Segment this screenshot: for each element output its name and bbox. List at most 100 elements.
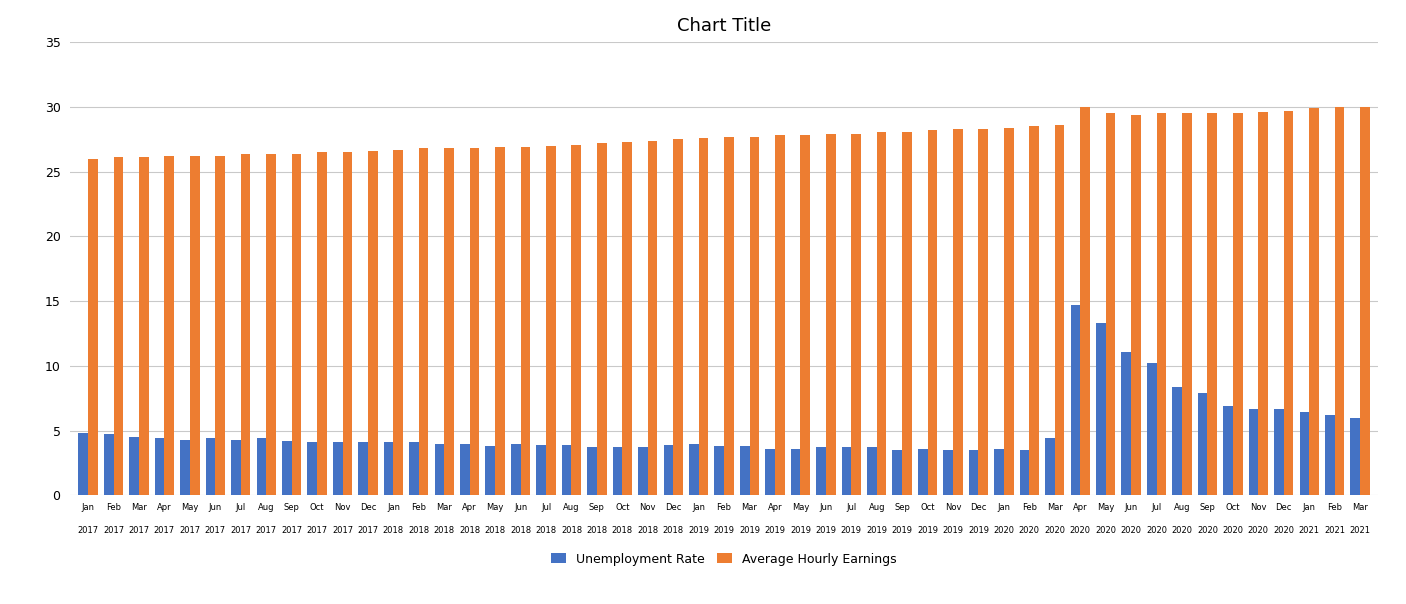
Text: 2018: 2018 [382, 526, 404, 535]
Bar [129, 437, 139, 495]
Text: 2017: 2017 [256, 526, 277, 535]
Text: 2020: 2020 [1070, 526, 1091, 535]
Bar [1122, 352, 1130, 495]
Text: 2019: 2019 [765, 526, 786, 535]
Bar [1097, 323, 1105, 495]
Bar [953, 129, 963, 495]
Bar [104, 434, 114, 495]
Bar [1360, 107, 1369, 495]
Text: 2018: 2018 [460, 526, 481, 535]
Bar [623, 142, 633, 495]
Bar [775, 135, 785, 495]
Bar [1130, 115, 1140, 495]
Text: 2018: 2018 [510, 526, 531, 535]
Bar [868, 448, 877, 495]
Bar [1173, 387, 1182, 495]
Bar [1054, 125, 1064, 495]
Bar [969, 450, 979, 495]
Text: 2019: 2019 [917, 526, 938, 535]
Bar [419, 149, 429, 495]
Text: 2018: 2018 [637, 526, 658, 535]
Bar [1324, 415, 1334, 495]
Bar [699, 138, 709, 495]
Bar [664, 445, 673, 495]
Text: 2018: 2018 [612, 526, 633, 535]
Bar [979, 129, 988, 495]
Bar [215, 156, 225, 495]
Text: 2019: 2019 [790, 526, 811, 535]
Text: 2017: 2017 [281, 526, 302, 535]
Bar [308, 442, 318, 495]
Text: 2021: 2021 [1299, 526, 1320, 535]
Bar [1198, 393, 1208, 495]
Text: 2020: 2020 [1222, 526, 1243, 535]
Bar [155, 439, 165, 495]
Bar [1223, 406, 1233, 495]
Text: 2017: 2017 [205, 526, 226, 535]
Bar [1157, 114, 1166, 495]
Text: 2019: 2019 [891, 526, 912, 535]
Text: 2020: 2020 [994, 526, 1014, 535]
Bar [562, 445, 571, 495]
Bar [1019, 450, 1029, 495]
Text: 2020: 2020 [1019, 526, 1040, 535]
Bar [765, 449, 775, 495]
Bar [1080, 107, 1090, 495]
Bar [673, 140, 683, 495]
Bar [546, 146, 555, 495]
Text: 2019: 2019 [714, 526, 734, 535]
Bar [598, 143, 606, 495]
Bar [638, 448, 648, 495]
Bar [1004, 127, 1014, 495]
Text: 2017: 2017 [307, 526, 328, 535]
Bar [1249, 408, 1258, 495]
Text: 2019: 2019 [841, 526, 862, 535]
Text: 2018: 2018 [662, 526, 683, 535]
Text: 2020: 2020 [1247, 526, 1268, 535]
Text: 2019: 2019 [688, 526, 709, 535]
Text: 2017: 2017 [357, 526, 378, 535]
Bar [485, 446, 495, 495]
Bar [1258, 112, 1268, 495]
Text: 2017: 2017 [332, 526, 353, 535]
Bar [1309, 108, 1319, 495]
Bar [318, 152, 326, 495]
Text: 2019: 2019 [866, 526, 887, 535]
Bar [648, 141, 658, 495]
Bar [588, 448, 598, 495]
Bar [800, 135, 810, 495]
Bar [520, 147, 530, 495]
Bar [165, 156, 174, 495]
Text: 2020: 2020 [1171, 526, 1192, 535]
Bar [1299, 413, 1309, 495]
Text: 2020: 2020 [1197, 526, 1218, 535]
Text: 2021: 2021 [1324, 526, 1346, 535]
Bar [368, 151, 378, 495]
Bar [928, 130, 938, 495]
Bar [1208, 114, 1218, 495]
Bar [943, 450, 953, 495]
Bar [714, 446, 724, 495]
Bar [343, 152, 352, 495]
Title: Chart Title: Chart Title [676, 17, 772, 35]
Bar [460, 443, 470, 495]
Bar [851, 134, 860, 495]
Text: 2019: 2019 [967, 526, 988, 535]
Bar [1334, 107, 1344, 495]
Bar [205, 439, 215, 495]
Text: 2018: 2018 [485, 526, 506, 535]
Bar [1233, 114, 1243, 495]
Text: 2018: 2018 [586, 526, 607, 535]
Bar [291, 153, 301, 495]
Bar [877, 132, 886, 495]
Bar [825, 134, 835, 495]
Bar [689, 443, 699, 495]
Text: 2021: 2021 [1350, 526, 1371, 535]
Bar [231, 440, 240, 495]
Bar [903, 132, 912, 495]
Text: 2017: 2017 [103, 526, 124, 535]
Bar [790, 449, 800, 495]
Bar [918, 449, 928, 495]
Bar [1147, 363, 1157, 495]
Bar [536, 445, 546, 495]
